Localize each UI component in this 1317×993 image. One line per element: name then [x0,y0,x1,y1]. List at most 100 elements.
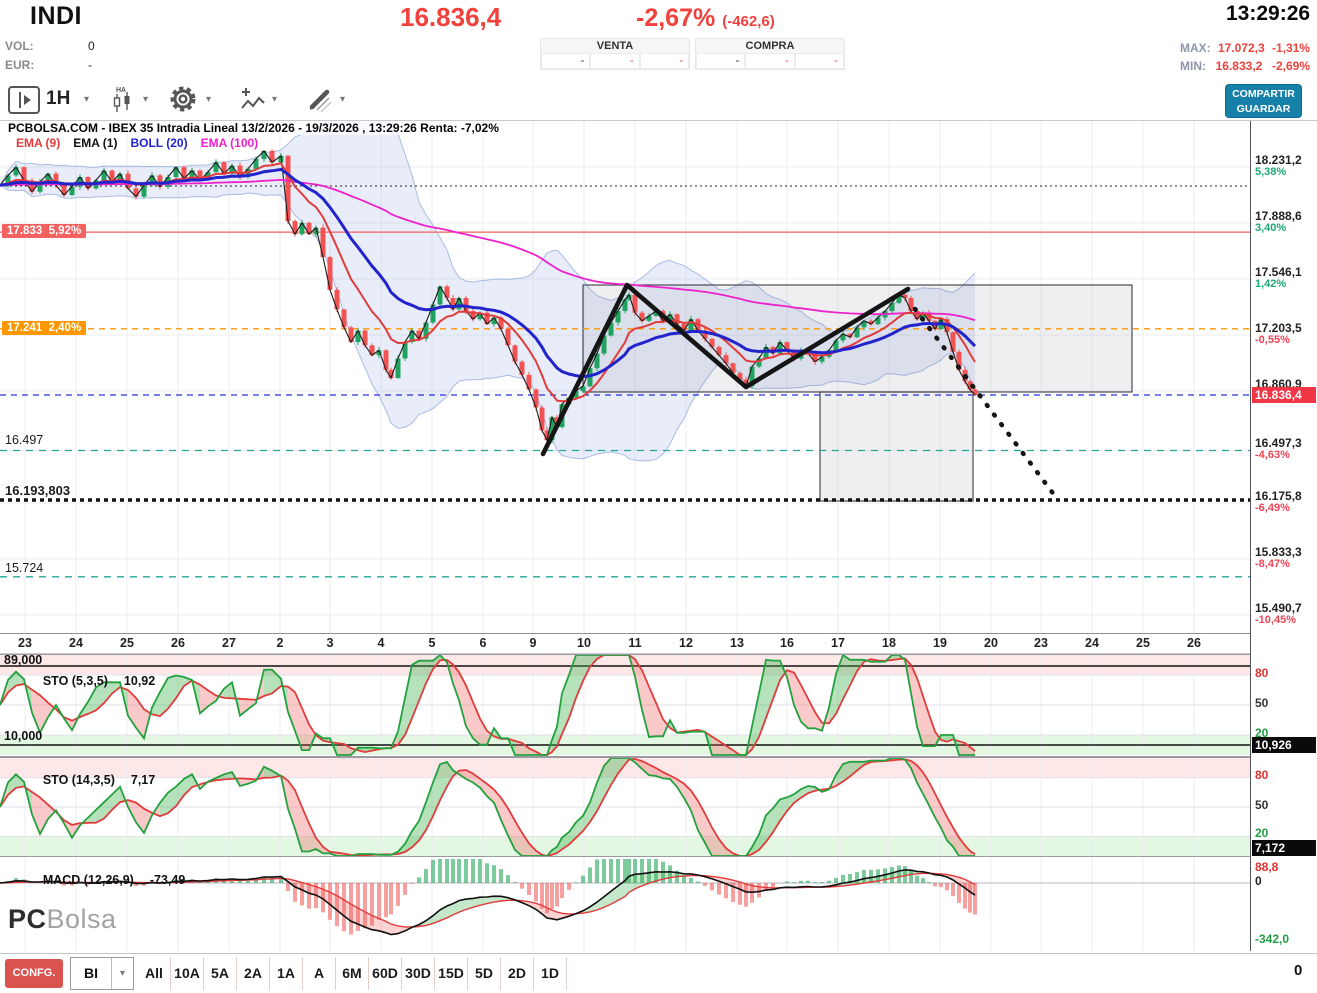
axis-price-label: 17.203,5 [1255,320,1302,335]
range-button-all[interactable]: All [138,957,171,990]
legend-item[interactable]: EMA (1) [73,136,118,150]
sto1-label: STO (5,3,5) 10,92 [22,660,155,702]
range-button-10a[interactable]: 10A [171,957,204,990]
legend-item[interactable]: EMA (100) [200,136,259,150]
range-button-5d[interactable]: 5D [468,957,501,990]
x-axis: 23 24 25 26 27 2 3 4 5 6 9 10 11 12 13 16 17 18 19 20 23 24 25… [0,633,1250,654]
settings-caret-icon[interactable]: ▾ [206,94,212,105]
x-axis-label: 24 [69,636,83,650]
instrument-selector-value: BI [84,965,98,981]
eur-row: EUR: - [0,58,300,74]
x-axis-label: 23 [1034,636,1048,650]
compra-price-cell[interactable]: - [745,53,795,69]
save-label: GUARDAR [1236,103,1291,115]
axis-price-label: 15.833,3 [1255,544,1302,559]
add-indicator-caret-icon[interactable]: ▾ [272,94,278,105]
x-axis-label: 13 [730,636,744,650]
gear-icon [170,86,196,112]
max-value: 17.072,3 [1217,41,1265,55]
range-button-6m[interactable]: 6M [336,957,369,990]
draw-tools-button[interactable] [305,84,335,114]
indicator-axis-label: 0 [1255,874,1262,888]
compra-qty-cell[interactable]: - [696,53,746,69]
chart-title: PCBOLSA.COM - IBEX 35 Intradia Lineal 13… [4,121,503,135]
current-price-badge: 16.836,4 [1252,386,1316,403]
timeframe-caret-icon[interactable]: ▾ [84,94,90,105]
vol-label: VOL: [5,39,34,53]
sto1-value: 10,92 [123,674,156,688]
candlestick-icon: HA [113,87,130,112]
axis-percent-label: 3,40% [1255,221,1287,234]
indicator-axis-label: 50 [1255,696,1269,710]
axis-percent-label: -4,63% [1255,449,1290,462]
x-axis-label: 3 [326,636,334,650]
pencil-icon [309,89,332,113]
share-save-button[interactable]: COMPARTIR GUARDAR [1225,84,1302,118]
main-price-chart[interactable] [0,121,1250,633]
compra-label: COMPRA [745,40,795,52]
chart-type-caret-icon[interactable]: ▾ [143,94,149,105]
venta-extra-cell[interactable]: - [639,53,689,69]
x-axis-label: 26 [1187,636,1201,650]
legend-item[interactable]: BOLL (20) [130,136,188,150]
indicator-axis-label: 20 [1255,726,1269,740]
indicator-axis-label: -342,0 [1255,932,1290,946]
chart-type-button[interactable]: HA [108,84,136,114]
axis-percent-label: -8,47% [1255,557,1290,570]
stochastic-1435-panel[interactable] [0,756,1250,856]
add-indicator-button[interactable] [238,84,268,114]
venta-price-cell[interactable]: - [590,53,640,69]
config-button[interactable]: CONFG. [5,959,63,988]
indicator-axis-label: 80 [1255,768,1269,782]
venta-panel: VENTA - - - [540,38,690,70]
settings-button[interactable] [168,84,198,114]
share-label: COMPARTIR [1232,88,1295,100]
range-button-30d[interactable]: 30D [402,957,435,990]
x-axis-label: 27 [222,636,236,650]
macd-name: MACD (12,26,9) [42,873,134,887]
range-button-2a[interactable]: 2A [237,957,270,990]
price-level-label: 16.497 [5,433,44,447]
min-percent: -2,69% [1271,59,1310,73]
eur-value: - [88,58,92,72]
sto1-upper-level-label: 89,000 [4,653,43,667]
axis-percent-label: -6,49% [1255,501,1290,514]
legend-item[interactable]: EMA (9) [16,136,61,150]
x-axis-label: 23 [18,636,32,650]
change-absolute: (-462,6) [722,13,775,30]
instrument-selector[interactable]: BI ▾ [70,957,134,990]
x-axis-label: 25 [1136,636,1150,650]
indicator-axis-label: 20 [1255,826,1269,840]
macd-panel[interactable] [0,856,1250,951]
range-button-1a[interactable]: 1A [270,957,303,990]
x-axis-label: 12 [679,636,693,650]
price-level-label: 15.724 [5,561,44,575]
range-button-a[interactable]: A [303,957,336,990]
range-button-5a[interactable]: 5A [204,957,237,990]
min-row: MIN: 16.833,2 -2,69% [1180,59,1310,73]
compra-extra-cell[interactable]: - [794,53,844,69]
stochastic-535-panel[interactable] [0,654,1250,756]
x-axis-label: 20 [984,636,998,650]
draw-tools-caret-icon[interactable]: ▾ [340,94,346,105]
min-label: MIN: [1180,59,1206,73]
panel-toggle-button[interactable] [8,86,40,114]
chart-area: 23 24 25 26 27 2 3 4 5 6 9 10 11 12 13 16 17 18 19 20 23 24 25… [0,120,1317,951]
sto2-label: STO (14,3,5) 7,17 [22,759,155,801]
x-axis-label: 5 [428,636,436,650]
x-axis-label: 2 [276,636,284,650]
price-change: -2,67% (-462,6) [636,4,775,33]
range-button-2d[interactable]: 2D [501,957,534,990]
venta-qty-cell[interactable]: - [541,53,591,69]
range-button-1d[interactable]: 1D [534,957,567,990]
x-axis-label: 17 [831,636,845,650]
chart-legend: EMA (9) EMA (1) BOLL (20) EMA (100) [16,136,258,150]
range-button-15d[interactable]: 15D [435,957,468,990]
indicator-axis-label: 80 [1255,666,1269,680]
range-button-60d[interactable]: 60D [369,957,402,990]
indicator-value-badge: 10,926 [1252,737,1316,753]
timeframe-selector[interactable]: 1H [46,88,70,110]
panel-toggle-icon [19,92,31,108]
symbol-name: INDI [30,2,82,30]
